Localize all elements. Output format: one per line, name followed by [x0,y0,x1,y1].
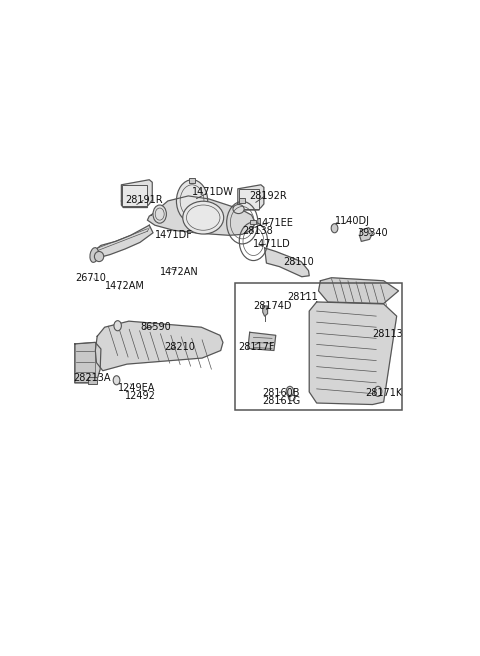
Bar [190,178,195,183]
Circle shape [113,376,120,385]
Text: 1472AN: 1472AN [160,267,199,277]
Polygon shape [94,225,153,258]
Text: 28213A: 28213A [73,373,110,382]
Ellipse shape [90,247,98,262]
Text: 39340: 39340 [358,228,388,237]
Polygon shape [147,196,255,236]
Text: 28174D: 28174D [253,301,292,311]
Polygon shape [319,277,398,304]
Text: 28138: 28138 [242,226,273,236]
Bar [88,377,97,384]
Polygon shape [309,302,396,405]
Text: 28191R: 28191R [125,195,163,205]
Bar [240,198,245,203]
Text: 1249EA: 1249EA [118,383,155,393]
Bar [239,189,259,209]
Text: 1140DJ: 1140DJ [335,216,370,226]
Text: 1471DF: 1471DF [155,230,193,240]
Text: 1471EE: 1471EE [257,218,294,228]
Polygon shape [360,228,372,241]
Text: 28161G: 28161G [263,396,301,406]
Ellipse shape [183,201,224,234]
Text: 28171K: 28171K [365,388,402,398]
Text: 1471DW: 1471DW [192,188,234,197]
Circle shape [286,386,294,396]
Circle shape [374,386,382,396]
Circle shape [331,224,338,233]
Polygon shape [248,333,276,350]
Polygon shape [121,180,152,207]
Text: 28117F: 28117F [239,342,275,352]
Bar [122,185,147,206]
Text: 26710: 26710 [75,274,106,283]
Circle shape [114,321,121,331]
Text: 86590: 86590 [140,322,171,332]
Text: 28210: 28210 [164,342,195,352]
Circle shape [177,180,208,222]
Text: 1471LD: 1471LD [253,239,291,249]
Text: 28160B: 28160B [263,388,300,398]
Bar [235,283,402,409]
Polygon shape [75,342,96,383]
Ellipse shape [95,251,104,262]
Polygon shape [263,306,267,316]
Polygon shape [96,321,223,371]
Polygon shape [238,185,264,210]
Text: 28110: 28110 [283,257,314,267]
Circle shape [153,205,167,223]
Text: 28192R: 28192R [250,191,288,201]
Bar [251,220,256,224]
Text: 12492: 12492 [125,391,156,401]
Text: 1472AM: 1472AM [105,281,144,291]
Text: 28111: 28111 [287,293,318,302]
Ellipse shape [233,205,244,214]
Text: 28113: 28113 [372,329,403,338]
Polygon shape [264,248,309,277]
Polygon shape [75,342,101,383]
